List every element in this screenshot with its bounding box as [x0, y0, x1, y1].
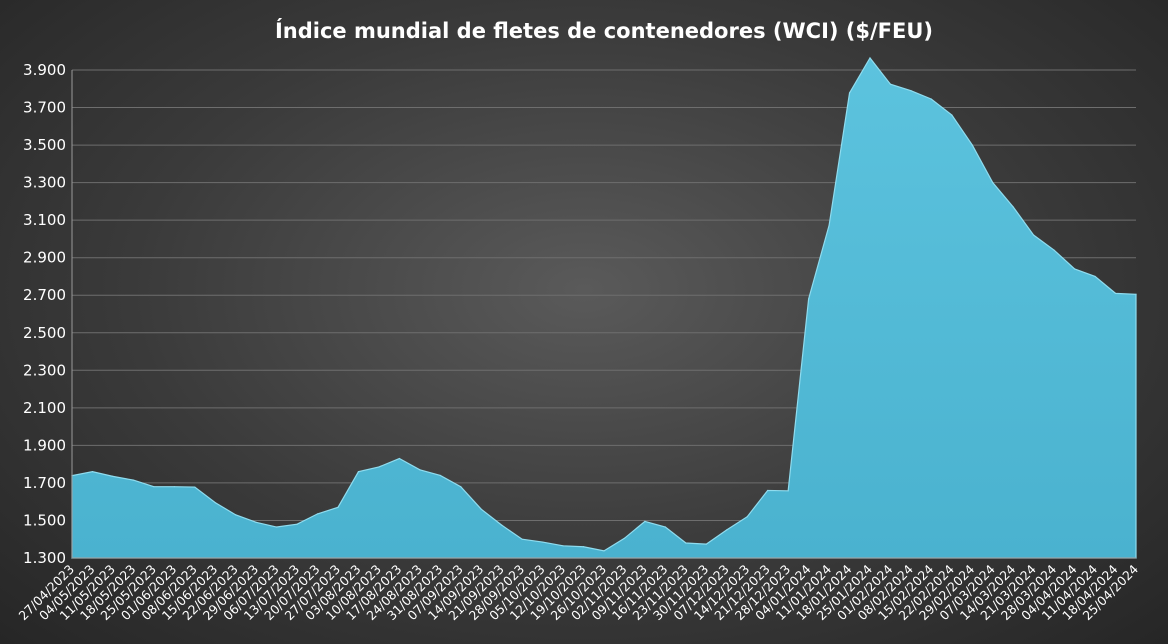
data-point: [1094, 275, 1096, 278]
data-point: [419, 469, 421, 471]
chart-title: Índice mundial de fletes de contenedores…: [275, 18, 933, 43]
data-point: [132, 479, 134, 481]
data-point: [521, 538, 523, 540]
data-point: [644, 520, 646, 523]
y-tick-label: 2.700: [23, 286, 66, 304]
area-series: [71, 56, 1137, 559]
y-tick-label: 3.700: [23, 99, 66, 117]
data-point: [235, 514, 237, 516]
data-point: [562, 545, 564, 547]
data-point: [603, 550, 605, 552]
data-point: [910, 90, 912, 92]
data-point: [582, 546, 585, 548]
data-point: [542, 541, 544, 543]
data-point: [1012, 206, 1014, 208]
data-point: [869, 57, 871, 59]
data-point: [1114, 292, 1117, 294]
y-tick-label: 2.900: [23, 249, 66, 267]
data-point: [398, 457, 400, 460]
y-tick-label: 3.500: [23, 136, 66, 154]
data-point: [1135, 293, 1137, 295]
data-point: [623, 537, 626, 539]
data-point: [971, 144, 973, 146]
data-point: [930, 98, 932, 100]
y-tick-label: 3.900: [23, 61, 66, 79]
data-point: [439, 474, 441, 477]
y-tick-label: 3.300: [23, 174, 66, 192]
data-point: [787, 490, 789, 492]
data-point: [992, 182, 994, 184]
data-point: [194, 486, 196, 488]
data-point: [214, 502, 216, 504]
y-tick-label: 3.100: [23, 211, 66, 229]
data-point: [112, 475, 114, 477]
y-tick-label: 2.500: [23, 324, 66, 342]
data-point: [316, 513, 319, 515]
data-point: [91, 471, 94, 473]
y-tick-label: 2.300: [23, 361, 66, 379]
y-tick-label: 1.700: [23, 474, 66, 492]
data-point: [173, 486, 175, 488]
data-point: [296, 523, 298, 525]
x-axis: 27/04/202304/05/202311/05/202318/05/2023…: [16, 557, 1141, 623]
data-point: [705, 543, 707, 545]
data-point: [889, 83, 892, 85]
y-tick-label: 2.100: [23, 399, 66, 417]
gridlines: [72, 69, 1136, 559]
y-tick-label: 1.300: [23, 549, 66, 567]
data-point: [685, 542, 687, 544]
data-point: [1033, 234, 1035, 236]
y-tick-label: 1.900: [23, 436, 66, 454]
data-point: [378, 466, 380, 468]
data-point: [501, 524, 503, 526]
data-point: [153, 486, 155, 488]
data-point: [951, 114, 953, 116]
data-point: [1074, 268, 1076, 270]
data-point: [276, 526, 278, 528]
area-fill: [71, 56, 1137, 559]
data-point: [848, 92, 851, 94]
data-point: [664, 526, 666, 528]
data-point: [460, 486, 462, 488]
y-tick-label: 1.500: [23, 511, 66, 529]
data-point: [480, 508, 482, 510]
data-point: [828, 224, 830, 227]
data-point: [357, 471, 360, 473]
data-point: [255, 521, 257, 523]
data-point: [808, 298, 810, 300]
data-point: [726, 529, 728, 531]
y-axis: 1.300 1.500 1.700 1.900 2.100 2.300 2.500 2.700…: [23, 61, 73, 567]
data-point: [337, 506, 339, 508]
data-point: [767, 489, 769, 492]
data-point: [1053, 249, 1055, 251]
data-point: [746, 516, 748, 518]
